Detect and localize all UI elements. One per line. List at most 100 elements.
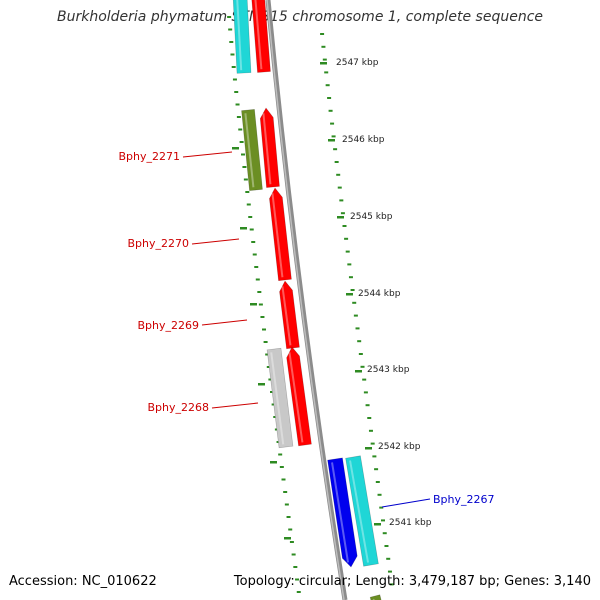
gene-label-leader — [191, 238, 240, 245]
gene-labels: Bphy_2271 Bphy_2270 Bphy_2269 Bphy_2268 Bphy… — [118, 150, 495, 508]
tick-dot — [334, 161, 339, 163]
tick-dot — [254, 266, 259, 268]
tick-dot — [252, 253, 257, 256]
gene-label: Bphy_2269 — [137, 319, 199, 332]
tick-dot — [263, 341, 268, 343]
tick-dot — [379, 506, 384, 509]
tick-dot — [289, 541, 294, 543]
gene-cyan-top — [232, 0, 252, 74]
topology-text: Topology: circular; Length: 3,479,187 bp… — [233, 574, 591, 589]
tick-dot — [293, 566, 298, 568]
tick-dot — [248, 216, 253, 218]
major-tick — [270, 461, 277, 464]
tick-dot — [389, 583, 394, 586]
tick-dot — [339, 199, 344, 202]
tick-dot — [327, 97, 332, 99]
accession-text: Accession: NC_010622 — [9, 574, 157, 589]
gene-bphy-2268-red-body — [286, 346, 312, 447]
gene-bphy-2270-body — [269, 187, 292, 282]
major-tick — [337, 216, 344, 219]
tick-dot — [230, 53, 235, 56]
gene-bphy-2267-cyan-shine — [349, 460, 370, 563]
gene-label-leader — [211, 402, 259, 409]
gene-bphy-2270-shine — [271, 193, 284, 278]
major-tick — [284, 537, 291, 540]
tick-dot — [257, 291, 262, 293]
tick-dot — [347, 263, 352, 266]
tick-dot — [355, 327, 360, 330]
gene-red-top-body — [251, 0, 271, 73]
tick-dot — [365, 404, 370, 407]
major-tick — [374, 523, 381, 526]
tick-dot — [384, 545, 389, 547]
tick-dot — [330, 122, 335, 125]
gene-bphy-2271-red-body — [259, 107, 280, 188]
gene-bphy-2270 — [269, 187, 292, 282]
gene-bphy-2271-olive-body — [241, 109, 263, 191]
gene-label-leader — [201, 319, 248, 326]
tick-dot — [286, 516, 291, 518]
tick-dot — [251, 241, 256, 243]
tick-dot — [375, 481, 380, 483]
tick-dot — [352, 301, 357, 304]
tick-dot — [265, 353, 270, 356]
gene-label: Bphy_2268 — [147, 401, 209, 414]
tick-dot — [236, 116, 241, 118]
major-tick — [250, 303, 257, 306]
tick-dot — [386, 557, 391, 560]
gene-bphy-2268-grey-shine — [270, 352, 285, 445]
major-tick — [232, 147, 239, 150]
gene-cyan-top-shine — [236, 0, 243, 71]
tick-dot — [362, 378, 367, 381]
tick-dot — [320, 33, 325, 35]
gene-bphy-2268-red — [286, 346, 312, 447]
tick-dot — [358, 353, 363, 355]
gene-label: Bphy_2267 — [433, 493, 495, 506]
tick-dot — [360, 365, 365, 368]
tick-dot — [380, 519, 385, 522]
gene-bphy-2267-cyan-body — [345, 455, 379, 567]
tick-dot — [266, 366, 271, 368]
tick-dot — [325, 84, 330, 87]
gene-bphy-2268-grey — [266, 347, 294, 449]
tick-dot — [273, 416, 278, 418]
tick-dot — [345, 250, 350, 253]
chromosome-backbone-highlight — [266, 0, 345, 600]
gene-red-top — [251, 0, 271, 73]
gene-features — [232, 0, 382, 600]
tick-dot — [231, 66, 236, 68]
tick-dot — [243, 178, 248, 181]
tick-dot — [367, 417, 372, 419]
major-tick — [258, 383, 265, 386]
gene-bphy-2268-grey-body — [266, 347, 294, 449]
gene-label: Bphy_2271 — [118, 150, 180, 163]
major-tick — [365, 447, 372, 450]
gene-bphy-2269 — [279, 280, 300, 350]
gene-olive-bottom — [369, 594, 382, 600]
tick-dot — [278, 453, 283, 456]
tick-dot — [241, 153, 246, 156]
tick-dot — [242, 166, 247, 168]
tick-dot — [377, 493, 382, 496]
tick-dot — [234, 91, 239, 93]
tick-dot — [342, 225, 347, 227]
tick-dot — [324, 71, 329, 74]
kbp-label: 2544 kbp — [358, 289, 401, 299]
gene-bphy-2267-cyan — [345, 455, 379, 567]
kbp-label: 2547 kbp — [336, 58, 379, 68]
major-tick — [240, 227, 247, 230]
major-tick — [320, 62, 327, 65]
tick-dot — [296, 591, 301, 593]
tick-dot — [279, 466, 284, 468]
kbp-label: 2545 kbp — [350, 212, 393, 222]
tick-dot — [232, 78, 237, 81]
tick-dot — [291, 553, 296, 556]
tick-dot — [333, 148, 338, 151]
tick-dot — [337, 186, 342, 189]
tick-dot — [238, 128, 243, 131]
gene-bphy-2269-shine — [281, 286, 292, 346]
gene-bphy-2271-red — [259, 107, 280, 188]
tick-dot — [370, 442, 375, 445]
gene-label-leader — [381, 498, 431, 508]
gene-bphy-2267-blue-body — [327, 457, 358, 568]
